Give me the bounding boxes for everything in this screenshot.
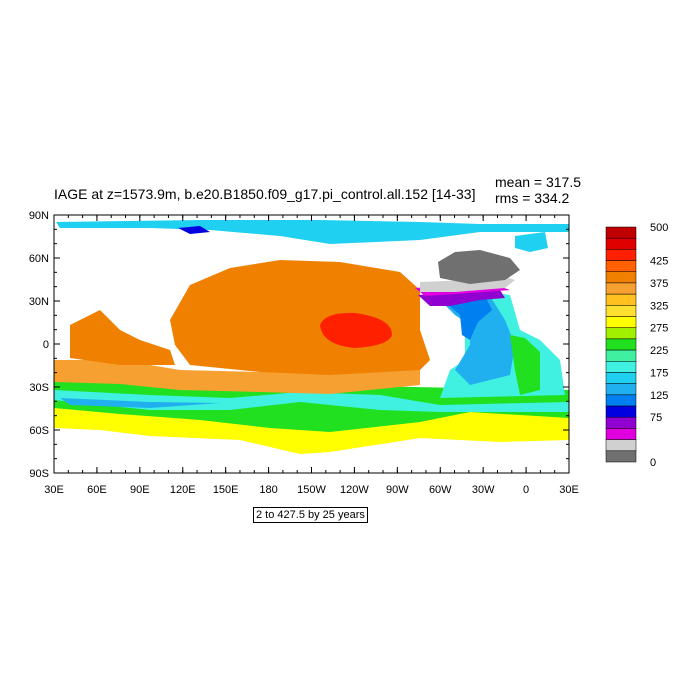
southern-blue-band: [60, 398, 220, 408]
x-tick-label: 120W: [340, 484, 369, 496]
colorbar-label: 225: [650, 345, 668, 357]
nordic-gray: [438, 250, 520, 284]
colorbar-swatch: [605, 226, 637, 239]
colorbar-swatch: [605, 349, 637, 362]
colorbar-swatch: [605, 405, 637, 418]
y-tick-label: 60N: [29, 253, 49, 265]
indian-ocean: [70, 310, 175, 365]
axis-labels: 30E 60E 90E 120E 150E 180 150W 120W 90W 60W 30W 0 30…: [29, 210, 579, 496]
atlantic-blue: [440, 296, 515, 385]
colorbar-swatch: [605, 372, 637, 384]
arctic-east: [515, 232, 548, 252]
y-tick-label: 30N: [29, 296, 49, 308]
atlantic-deep: [445, 296, 492, 340]
plot-title: IAGE at z=1573.9m, b.e20.B1850.f09_g17.p…: [54, 186, 476, 202]
colorbar-swatch: [605, 305, 637, 317]
axis-ticks: [53, 214, 570, 474]
pacific-ocean: [170, 260, 430, 375]
x-tick-label: 0: [523, 484, 529, 496]
colorbar-swatch: [605, 316, 637, 328]
colorbar-swatch: [605, 394, 637, 407]
y-tick-label: 0: [43, 339, 49, 351]
arctic-ocean: [56, 220, 569, 244]
colorbar-swatch: [605, 361, 637, 373]
x-tick-label: 150W: [297, 484, 326, 496]
x-tick-label: 60W: [429, 484, 452, 496]
southern-green-band: [54, 380, 569, 432]
southern-cyan-band: [54, 390, 569, 412]
colorbar-label: 325: [650, 300, 668, 312]
ocean-field: [54, 220, 569, 454]
x-tick-label: 30E: [559, 484, 579, 496]
colorbar-label: 125: [650, 390, 668, 402]
colorbar-swatch: [605, 428, 637, 440]
colorbar-label: 275: [650, 323, 668, 335]
x-tick-label: 30W: [472, 484, 495, 496]
x-tick-label: 60E: [87, 484, 107, 496]
rms-stat: rms = 334.2: [495, 190, 570, 206]
colorbar-swatch: [605, 237, 637, 250]
colorbar-label: 500: [650, 222, 668, 234]
colorbar-swatch: [605, 383, 637, 396]
y-tick-label: 90N: [29, 210, 49, 222]
colorbar-swatch: [605, 450, 637, 463]
x-tick-label: 90W: [386, 484, 409, 496]
colorbar-label: 375: [650, 278, 668, 290]
mean-stat: mean = 317.5: [495, 174, 582, 190]
pacific-south-band: [54, 360, 420, 394]
colorbar-swatch: [605, 439, 637, 452]
colorbar-label: 0: [650, 457, 656, 469]
y-tick-label: 90S: [29, 468, 49, 480]
colorbar-swatch: [605, 282, 637, 295]
colorbar-swatch: [605, 271, 637, 284]
x-tick-label: 150E: [213, 484, 239, 496]
colorbar-swatch: [605, 327, 637, 340]
y-tick-label: 30S: [29, 382, 49, 394]
x-tick-label: 120E: [170, 484, 196, 496]
colorbar-swatch: [605, 338, 637, 351]
colorbar-swatch: [605, 260, 637, 273]
colorbar-label: 175: [650, 367, 668, 379]
colorbar-swatch: [605, 249, 637, 261]
x-tick-label: 30E: [44, 484, 64, 496]
colorbar-swatch: [605, 293, 637, 306]
colorbar-label: 425: [650, 256, 668, 268]
north-pacific-core: [320, 312, 392, 348]
colorbar-label: 75: [650, 412, 662, 424]
x-tick-label: 180: [259, 484, 277, 496]
y-tick-label: 60S: [29, 425, 49, 437]
contour-note: 2 to 427.5 by 25 years: [253, 507, 368, 523]
atlantic-green: [510, 335, 540, 395]
colorbar: 500 425 375 325 275 225 175 125 75 0: [605, 222, 668, 469]
x-tick-label: 90E: [130, 484, 150, 496]
colorbar-swatch: [605, 416, 637, 429]
arctic-blue-patch: [178, 226, 210, 234]
